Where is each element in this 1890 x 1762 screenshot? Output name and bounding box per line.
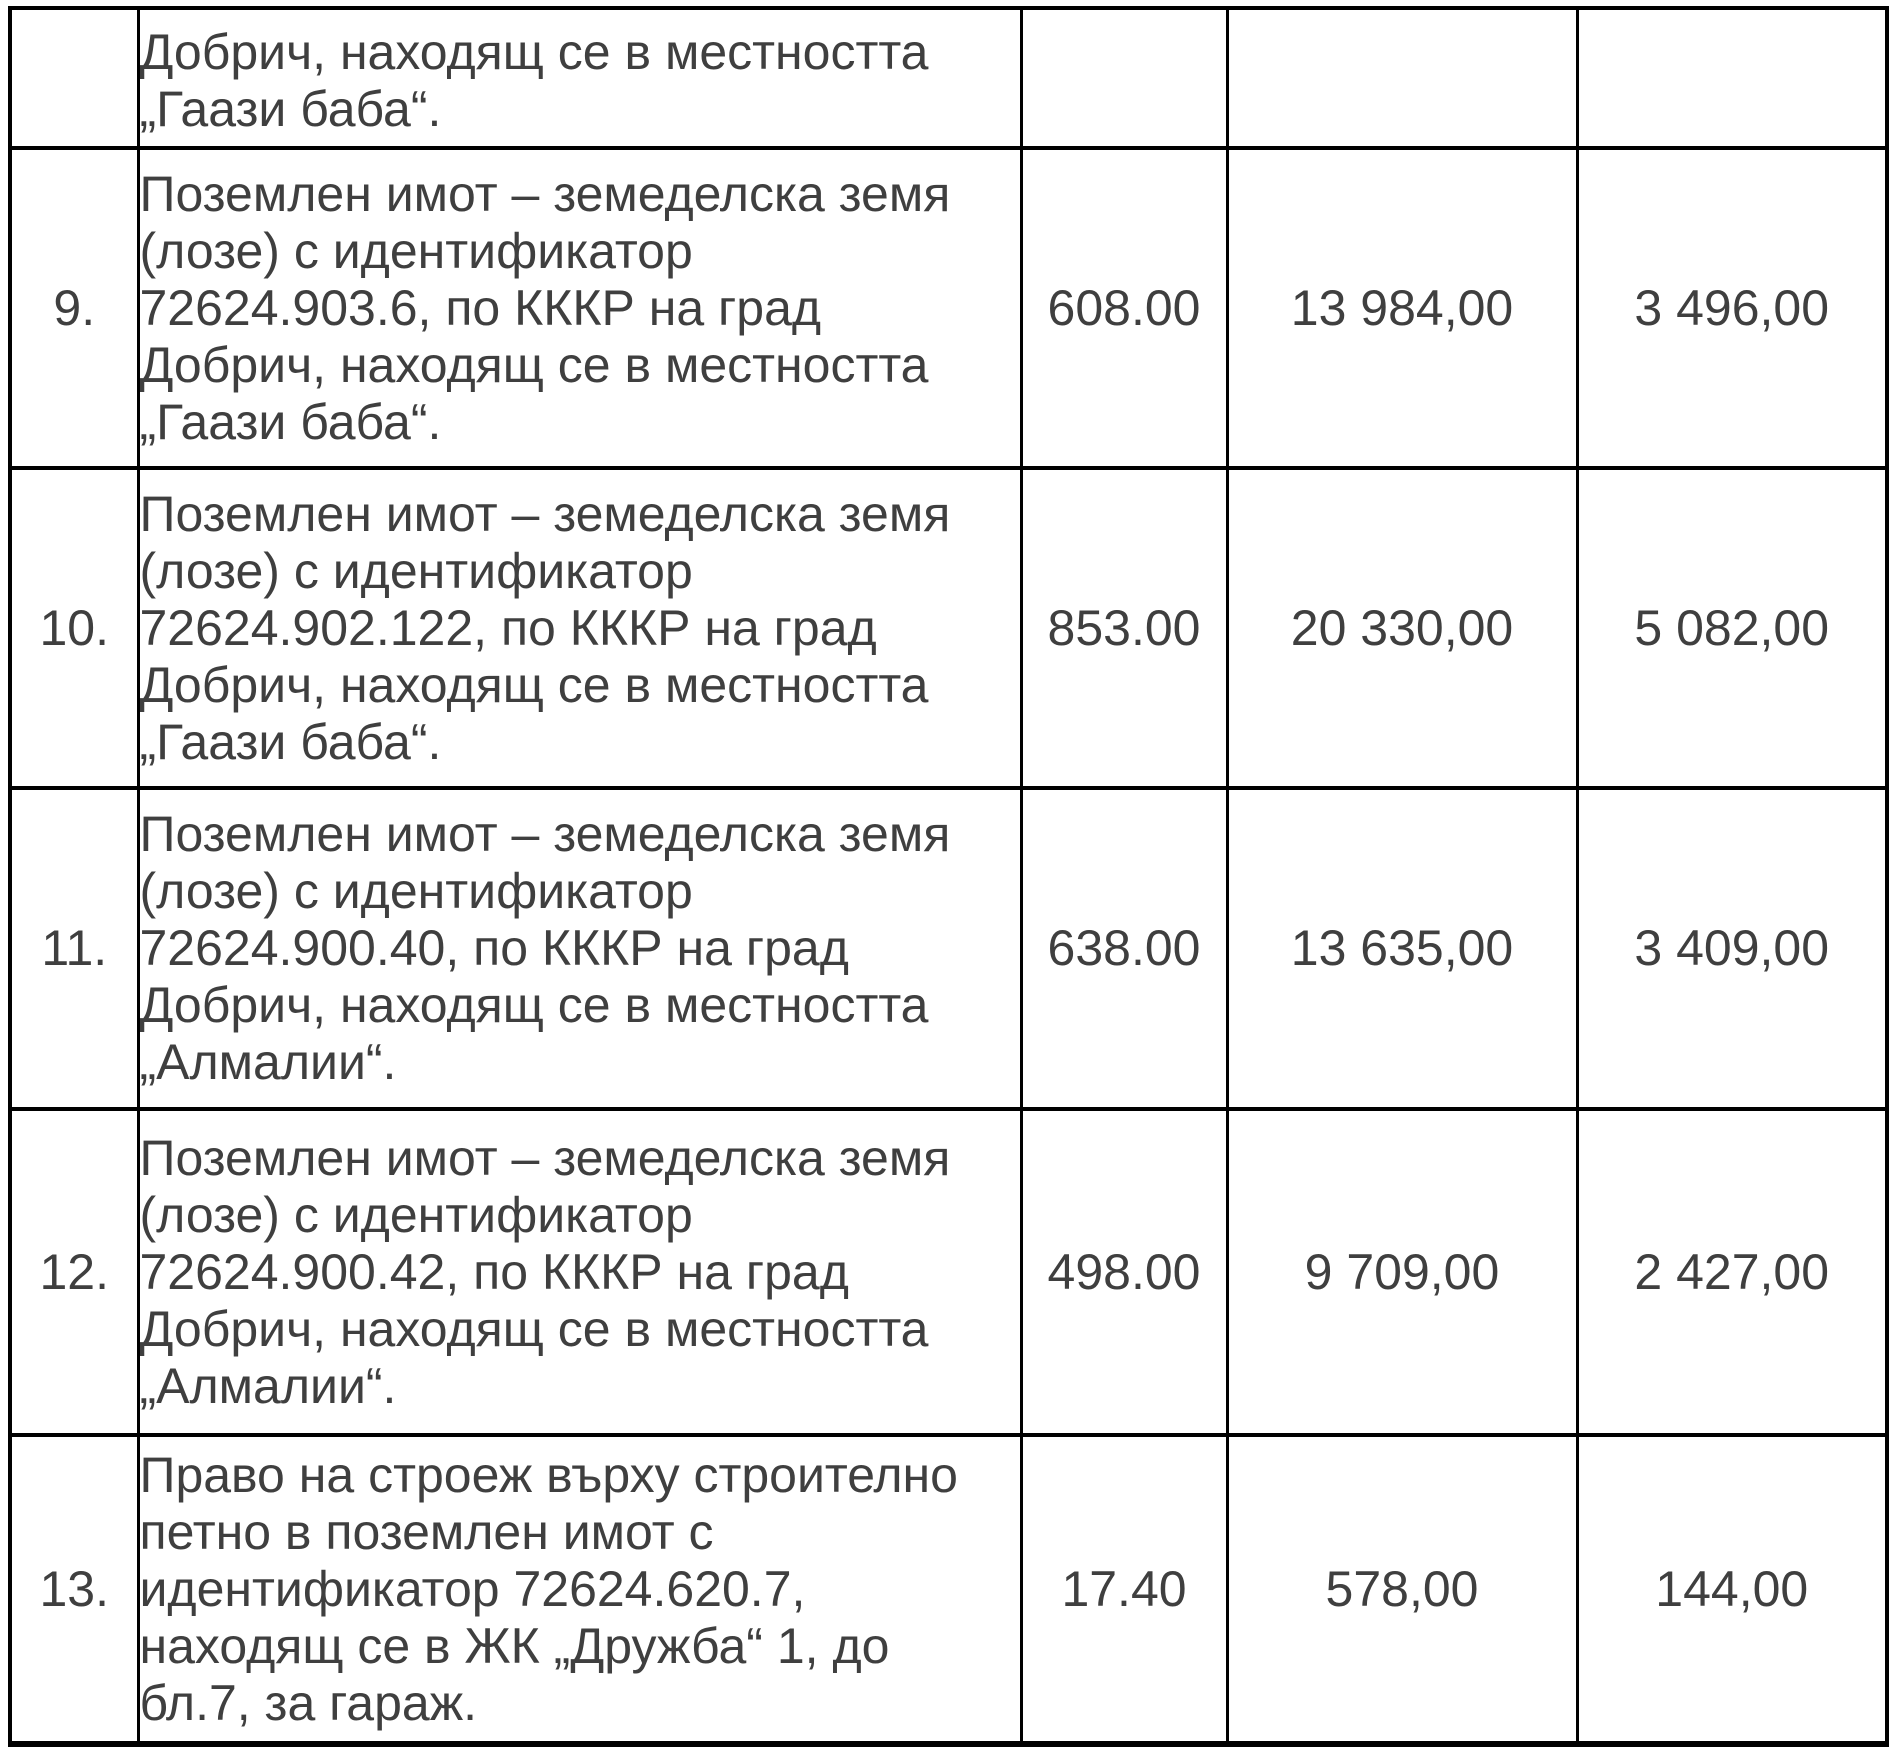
property-description-cell: Поземлен имот – земеделска земя (лозе) с…	[136, 146, 1023, 470]
value-cell-1: 608.00	[1019, 146, 1229, 470]
table-row: 11. Поземлен имот – земеделска земя (лоз…	[8, 786, 1889, 1111]
row-number-cell: 13.	[8, 1433, 140, 1746]
value-cell-1: 853.00	[1019, 466, 1229, 790]
value-cell-3	[1575, 6, 1889, 150]
value-cell-1: 638.00	[1019, 786, 1229, 1111]
property-description-cell: Поземлен имот – земеделска земя (лозе) с…	[136, 786, 1023, 1111]
row-number-cell	[8, 6, 140, 150]
property-description-cell: Поземлен имот – земеделска земя (лозе) с…	[136, 466, 1023, 790]
value-cell-2	[1225, 6, 1579, 150]
property-description-cell: Добрич, находящ се в местността „Гаази б…	[136, 6, 1023, 150]
table-row: 9. Поземлен имот – земеделска земя (лозе…	[8, 146, 1889, 470]
value-cell-1: 17.40	[1019, 1433, 1229, 1746]
table-row: 10. Поземлен имот – земеделска земя (лоз…	[8, 466, 1889, 790]
value-cell-3: 5 082,00	[1575, 466, 1889, 790]
row-number-cell: 10.	[8, 466, 140, 790]
value-cell-2: 13 635,00	[1225, 786, 1579, 1111]
value-cell-2: 13 984,00	[1225, 146, 1579, 470]
property-description-cell: Право на строеж върху строително петно в…	[136, 1433, 1023, 1746]
value-cell-3: 2 427,00	[1575, 1107, 1889, 1437]
table-row-continuation: Добрич, находящ се в местността „Гаази б…	[8, 6, 1889, 150]
property-table: Добрич, находящ се в местността „Гаази б…	[8, 6, 1889, 1747]
value-cell-1: 498.00	[1019, 1107, 1229, 1437]
value-cell-2: 9 709,00	[1225, 1107, 1579, 1437]
value-cell-1	[1019, 6, 1229, 150]
table-row: 12. Поземлен имот – земеделска земя (лоз…	[8, 1107, 1889, 1437]
value-cell-2: 578,00	[1225, 1433, 1579, 1746]
value-cell-2: 20 330,00	[1225, 466, 1579, 790]
value-cell-3: 3 496,00	[1575, 146, 1889, 470]
row-number-cell: 11.	[8, 786, 140, 1111]
property-description-cell: Поземлен имот – земеделска земя (лозе) с…	[136, 1107, 1023, 1437]
table-row: 13. Право на строеж върху строително пет…	[8, 1433, 1889, 1746]
row-number-cell: 12.	[8, 1107, 140, 1437]
value-cell-3: 3 409,00	[1575, 786, 1889, 1111]
row-number-cell: 9.	[8, 146, 140, 470]
value-cell-3: 144,00	[1575, 1433, 1889, 1746]
